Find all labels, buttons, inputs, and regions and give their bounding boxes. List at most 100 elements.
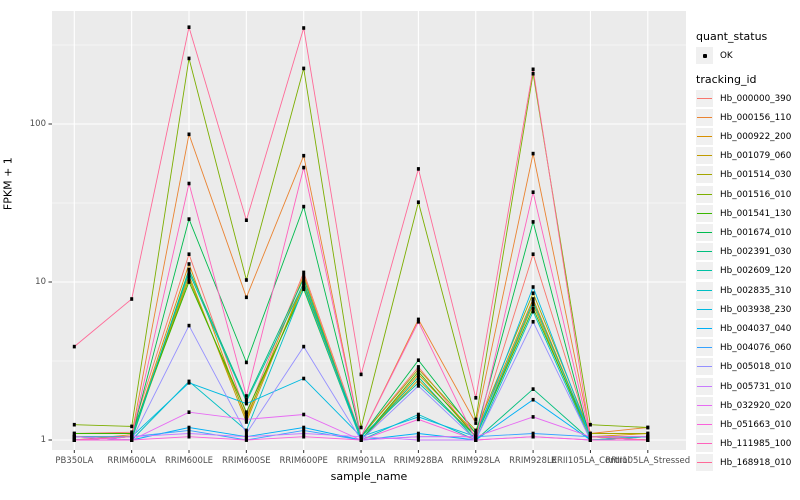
data-point [302,270,306,275]
x-tick-label-RRII105LA_Stressed: RRII105LA_Stressed [605,456,691,466]
legend-key-swatch [696,415,713,433]
data-point [416,384,420,388]
legend-line-icon [697,155,712,157]
y-tick-label: 1 [40,435,46,445]
data-point [187,267,191,272]
legend-key-swatch [696,377,713,395]
data-point [531,252,535,256]
x-tick-label-RRIM928LA: RRIM928LA [451,456,501,466]
data-point [474,396,478,400]
data-point [531,415,535,419]
legend-line-icon [697,443,712,445]
data-point [302,153,306,158]
legend-key-swatch [696,396,713,414]
data-point [72,422,76,427]
data-point [302,281,306,286]
legend-key-swatch [696,435,713,453]
data-point [244,412,248,417]
legend-label: Hb_002835_310 [720,285,792,296]
legend-key-swatch [696,127,713,145]
y-axis-title: FPKM + 1 [1,157,15,211]
legend-line-icon [697,97,712,99]
legend-label: Hb_168918_010 [720,458,792,469]
data-point [187,25,191,29]
data-point [416,375,420,379]
data-point [302,204,306,209]
data-point [531,151,535,156]
legend-key-ok [696,47,713,64]
data-point [72,431,76,436]
data-point [588,431,592,436]
data-point [416,412,420,417]
data-point [130,424,134,429]
legend-line-icon [697,193,712,195]
legend-key-swatch [696,454,713,472]
data-point [187,217,191,221]
y-tick-label: 100 [29,119,46,129]
legend-key-swatch [696,147,713,165]
x-axis-title: sample_name [330,470,408,483]
data-point [187,56,191,61]
data-point [416,365,420,369]
data-point [588,438,592,442]
legend-key-swatch [696,262,713,280]
data-point [244,394,248,398]
legend-label: Hb_002391_030 [720,247,792,258]
legend-line-icon [697,270,712,272]
data-point [302,434,306,439]
data-point [474,431,478,436]
legend-key-swatch [696,89,713,107]
data-point [531,306,535,311]
x-tick-label-RRIM600LE: RRIM600LE [165,456,213,466]
data-point [302,412,306,417]
legend-line-icon [697,174,712,176]
data-point [416,317,420,322]
data-point [302,431,306,436]
data-point [130,431,134,436]
data-point [416,372,420,377]
data-point [416,370,420,374]
data-point [531,309,535,314]
data-point [302,376,306,381]
data-point [531,67,535,72]
data-point [416,320,420,324]
data-point [646,434,650,439]
legend-label: Hb_001514_030 [720,170,792,181]
data-point [302,425,306,430]
data-point [187,270,191,275]
legend-line-icon [697,366,712,368]
legend-key-swatch [696,185,713,203]
legend-label: Hb_005018_010 [720,362,792,373]
data-point [244,401,248,406]
data-point [244,399,248,404]
legend-line-icon [697,135,712,137]
legend-label: Hb_000922_200 [720,131,792,142]
x-tick-label-RRIM901LA: RRIM901LA [336,456,386,466]
panel-background [52,11,686,450]
x-tick-label-RRIM600SE: RRIM600SE [222,456,271,466]
data-point [302,273,306,278]
data-point [244,428,248,433]
legend-line-icon [697,347,712,349]
data-point [474,417,478,422]
y-tick-label: 10 [35,277,46,287]
data-point [531,190,535,194]
data-point [416,438,420,442]
data-point [187,273,191,278]
data-point [302,26,306,30]
legend-label: Hb_000000_390 [720,93,792,104]
x-tick-label-RRIM928LE: RRIM928LE [509,456,558,466]
legend-key-swatch [696,358,713,376]
data-point [416,167,420,171]
data-point [244,218,248,222]
legend-label: Hb_004037_040 [720,323,792,334]
data-point [416,431,420,436]
data-point [302,165,306,170]
data-point [187,181,191,186]
data-point [416,381,420,385]
data-point [187,431,191,436]
legend-line-icon [697,385,712,387]
legend-label: Hb_003938_230 [720,304,792,315]
